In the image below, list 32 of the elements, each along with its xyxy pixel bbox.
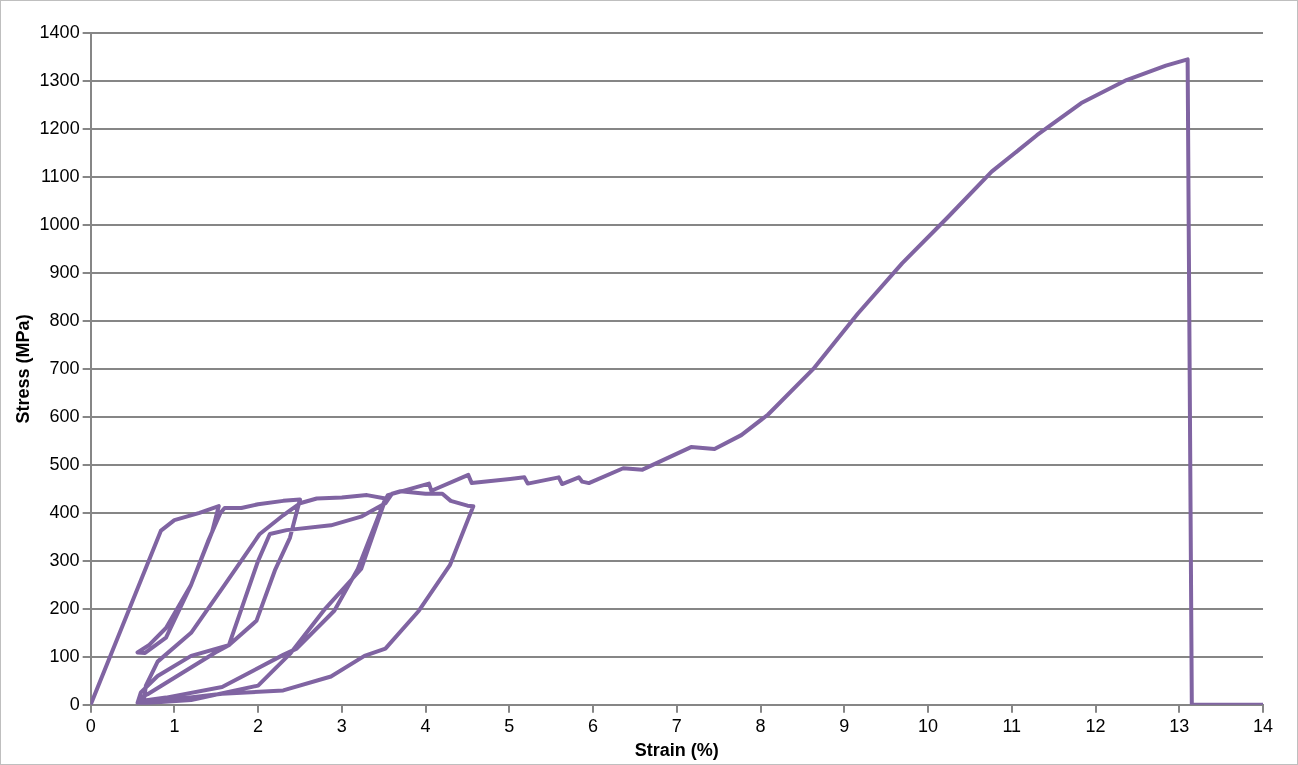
- x-tick-label: 9: [839, 715, 850, 736]
- y-tick-label: 400: [49, 501, 80, 522]
- y-tick-label: 800: [49, 309, 80, 330]
- y-tick-label: 100: [49, 645, 80, 666]
- x-tick-label: 5: [504, 715, 515, 736]
- y-tick-label: 700: [49, 357, 80, 378]
- x-tick-label: 2: [253, 715, 264, 736]
- x-tick-label: 4: [420, 715, 431, 736]
- y-tick-label: 900: [49, 261, 80, 282]
- x-tick-label: 12: [1085, 715, 1106, 736]
- y-axis-title: Stress (MPa): [12, 314, 33, 424]
- y-tick-label: 1000: [39, 213, 80, 234]
- x-tick-label: 13: [1169, 715, 1190, 736]
- x-tick-label: 6: [588, 715, 599, 736]
- x-tick-label: 7: [671, 715, 682, 736]
- y-tick-label: 1100: [40, 165, 80, 186]
- y-tick-label: 300: [49, 549, 80, 570]
- y-tick-label: 600: [49, 405, 80, 426]
- x-tick-label: 14: [1252, 715, 1274, 736]
- x-tick-label: 1: [169, 715, 180, 736]
- y-tick-label: 200: [49, 597, 80, 618]
- y-tick-label: 0: [69, 693, 80, 714]
- x-tick-label: 8: [755, 715, 766, 736]
- x-tick-label: 11: [1002, 715, 1022, 736]
- y-tick-label: 1400: [39, 21, 80, 42]
- y-tick-label: 1200: [39, 117, 80, 138]
- x-tick-label: 0: [85, 715, 96, 736]
- y-tick-label: 500: [49, 453, 80, 474]
- y-tick-label: 1300: [39, 69, 80, 90]
- x-tick-label: 10: [918, 715, 939, 736]
- x-tick-label: 3: [336, 715, 347, 736]
- x-axis-title: Strain (%): [634, 740, 719, 761]
